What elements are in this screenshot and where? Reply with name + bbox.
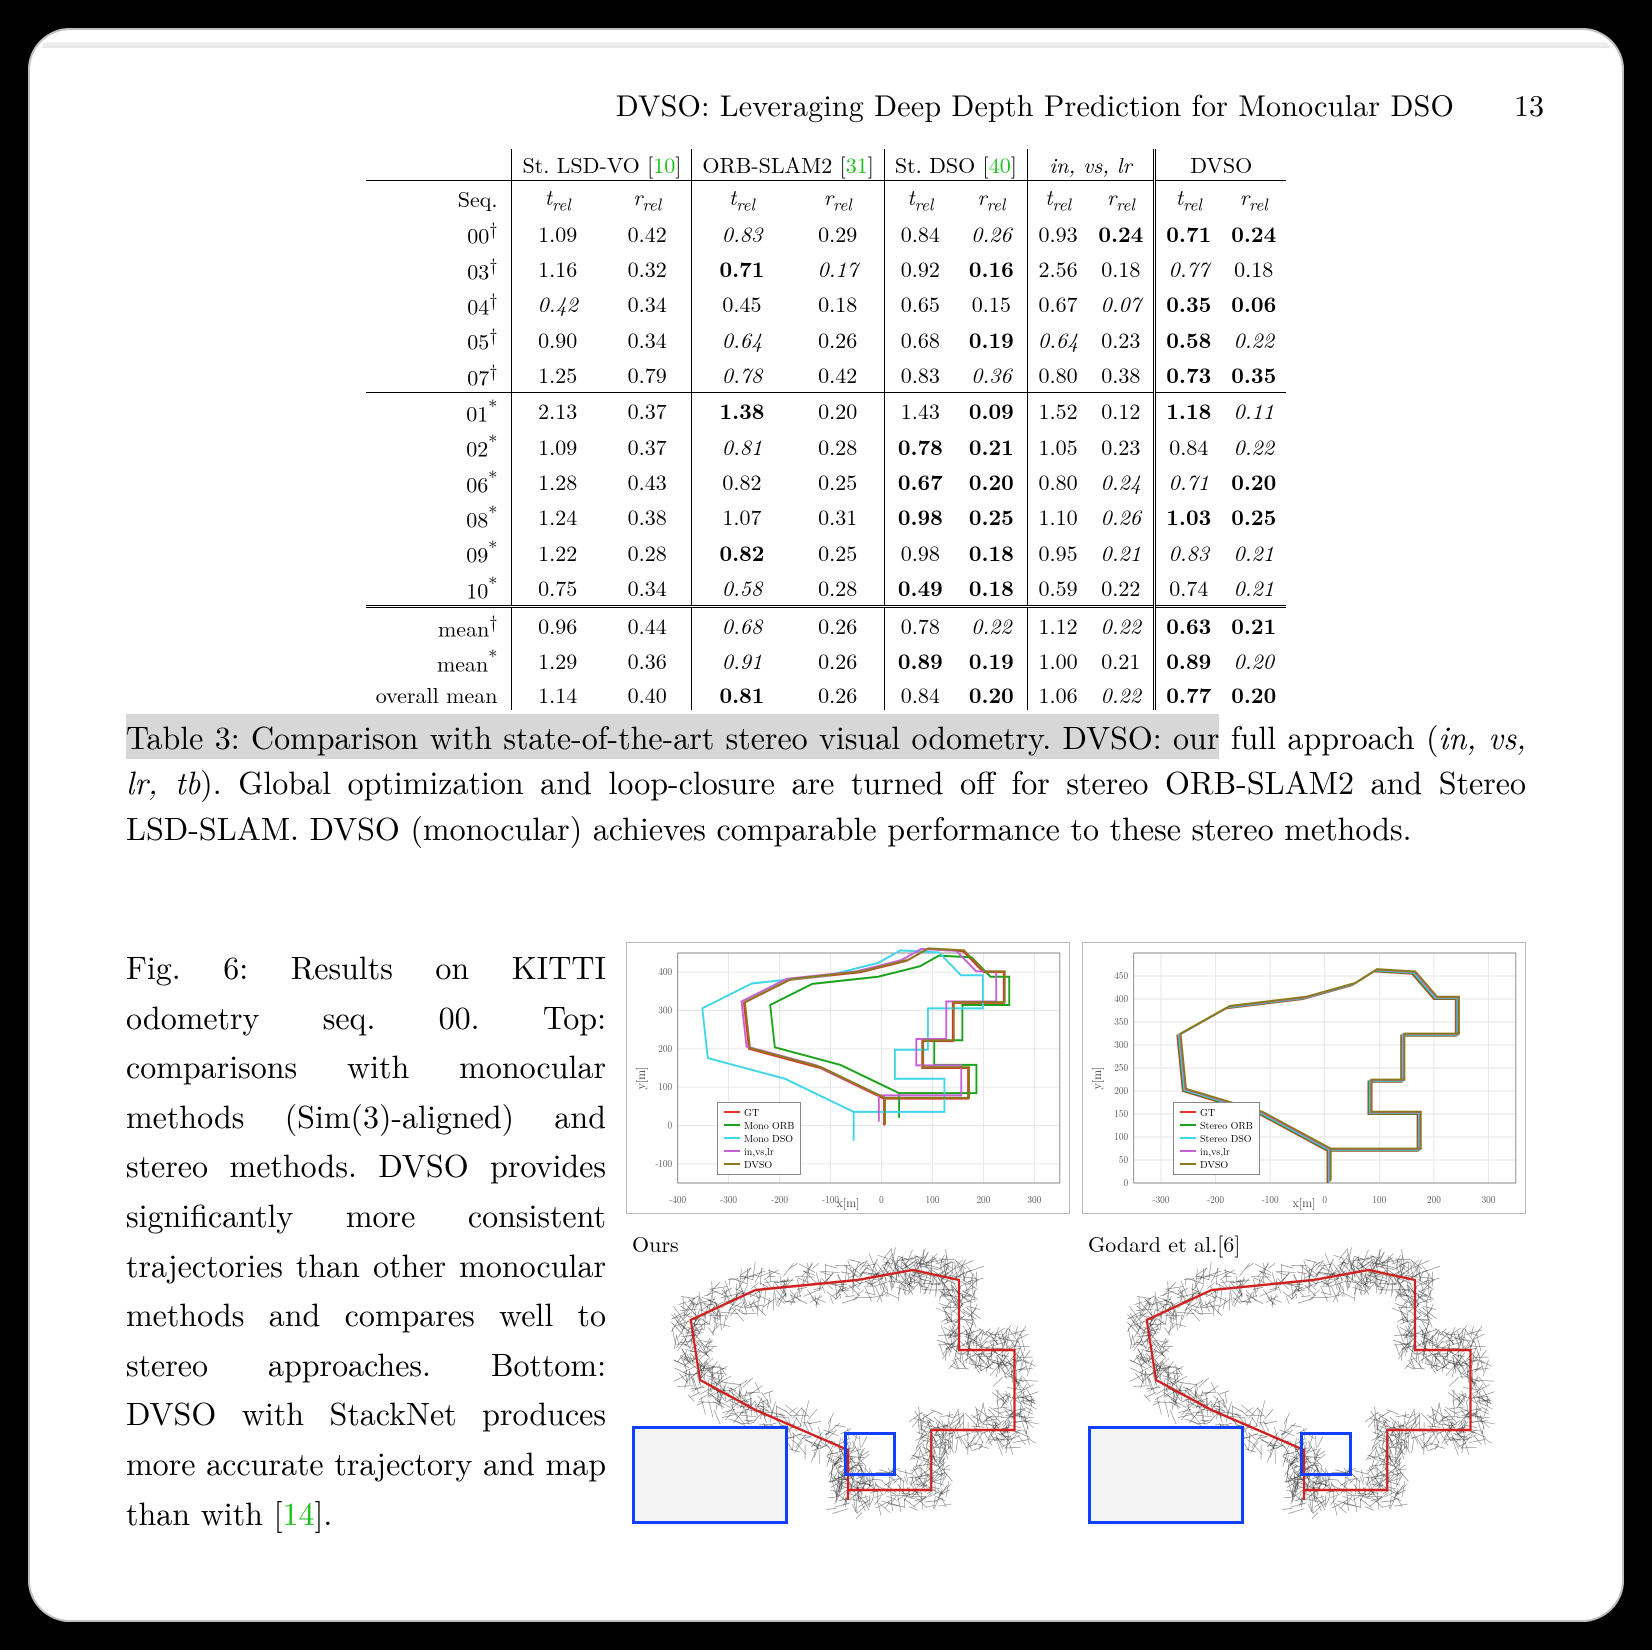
- svg-text:100: 100: [658, 1079, 672, 1094]
- zoom-inset: [632, 1426, 788, 1524]
- figure-block: Fig. 6: Results on KITTI odometry seq. 0…: [126, 942, 1526, 1537]
- svg-text:-100: -100: [655, 1155, 672, 1170]
- svg-text:300: 300: [658, 1002, 672, 1017]
- svg-text:150: 150: [1114, 1106, 1128, 1121]
- svg-text:450: 450: [1114, 968, 1128, 983]
- svg-text:200: 200: [658, 1040, 672, 1055]
- svg-text:400: 400: [1114, 991, 1128, 1006]
- zoom-box: [844, 1432, 896, 1476]
- map-godard: Godard et al.[6]: [1082, 1230, 1526, 1530]
- zoom-inset: [1088, 1426, 1244, 1524]
- svg-text:0: 0: [1124, 1175, 1129, 1190]
- svg-text:300: 300: [1114, 1037, 1128, 1052]
- figure-caption: Fig. 6: Results on KITTI odometry seq. 0…: [126, 942, 606, 1537]
- table-caption: Table 3: Comparison with state-of-the-ar…: [126, 714, 1526, 850]
- svg-text:250: 250: [1114, 1060, 1128, 1075]
- caption-highlight: Table 3: Comparison with state-of-the-ar…: [126, 714, 1219, 759]
- svg-text:100: 100: [1114, 1129, 1128, 1144]
- svg-text:200: 200: [1114, 1083, 1128, 1098]
- page-number: 13: [1514, 82, 1544, 125]
- running-head: DVSO: Leveraging Deep Depth Prediction f…: [98, 82, 1544, 125]
- plot-legend: GTStereo ORBStereo DSOin,vs,lrDVSO: [1173, 1102, 1260, 1175]
- plot-legend: GTMono ORBMono DSOin,vs,lrDVSO: [717, 1102, 801, 1175]
- trajectory-plot-monocular: y[m] -400-300-200-1000100200300-10001002…: [626, 942, 1070, 1214]
- zoom-box: [1300, 1432, 1352, 1476]
- svg-text:400: 400: [658, 964, 672, 979]
- svg-text:350: 350: [1114, 1014, 1128, 1029]
- svg-text:50: 50: [1119, 1152, 1128, 1167]
- svg-text:0: 0: [668, 1117, 673, 1132]
- map-ours: Ours: [626, 1230, 1070, 1530]
- trajectory-plot-stereo: y[m] -300-200-10001002003000501001502002…: [1082, 942, 1526, 1214]
- results-table: St. LSD-VO [10]ORB-SLAM2 [31]St. DSO [40…: [366, 149, 1286, 710]
- paper-title: DVSO: Leveraging Deep Depth Prediction f…: [616, 82, 1454, 125]
